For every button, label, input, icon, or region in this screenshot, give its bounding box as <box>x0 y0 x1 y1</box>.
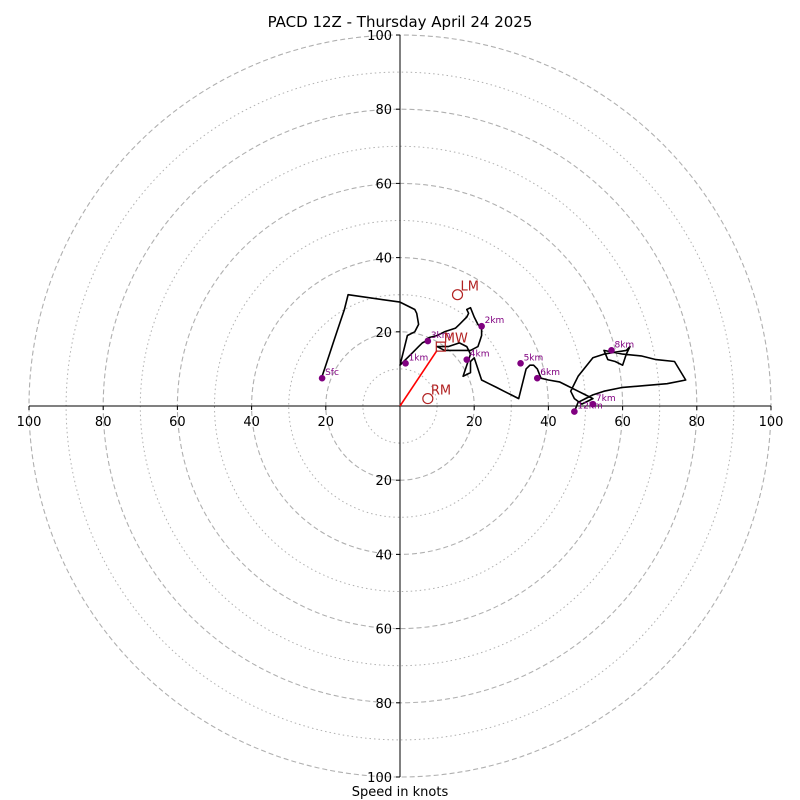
height-label-2km: 2km <box>485 316 505 326</box>
height-marker-6km <box>533 374 541 382</box>
height-label-Sfc: Sfc <box>325 368 339 378</box>
storm-motion-marker-RM <box>422 392 434 405</box>
storm-motion-label-RM: RM <box>431 384 451 399</box>
y-tick-label: 20 <box>375 474 392 489</box>
height-label-3km: 3km <box>431 331 451 341</box>
x-tick-label: 40 <box>540 415 557 430</box>
height-label-8km: 8km <box>614 340 634 350</box>
y-tick-label: 100 <box>367 771 392 786</box>
height-marker-1km <box>402 360 409 367</box>
x-tick-label: 40 <box>243 415 260 430</box>
height-marker-5km <box>517 360 524 367</box>
x-axis-label: Speed in knots <box>352 785 449 800</box>
y-tick-label: 80 <box>375 103 392 118</box>
height-marker-4km <box>463 356 471 363</box>
x-tick-label: 100 <box>759 415 784 430</box>
y-tick-label: 40 <box>375 252 392 267</box>
y-tick-label: 100 <box>367 29 392 44</box>
height-marker-2km <box>478 322 485 330</box>
height-label-7km: 7km <box>596 394 616 404</box>
storm-motion-markers: LM MW RM <box>422 280 479 405</box>
height-markers: Sfc 1km 2km 3km 4km 5km 6km 7km 8km 12km <box>318 316 634 415</box>
height-label-12km: 12km <box>577 402 602 412</box>
chart-title: PACD 12Z - Thursday April 24 2025 <box>268 13 533 31</box>
storm-motion-label-LM: LM <box>461 280 479 295</box>
y-tick-label: 80 <box>375 697 392 712</box>
height-marker-12km <box>571 408 578 415</box>
x-tick-label: 80 <box>95 415 112 430</box>
height-label-6km: 6km <box>540 368 560 378</box>
storm-motion-marker-LM <box>451 289 464 301</box>
y-tick-labels: 100 80 60 40 20 20 40 60 80 100 <box>367 29 400 786</box>
y-tick-label: 60 <box>375 177 392 192</box>
x-tick-label: 20 <box>466 415 483 430</box>
y-tick-label: 40 <box>375 548 392 563</box>
height-label-5km: 5km <box>524 353 544 363</box>
shear-vector <box>399 349 438 407</box>
x-tick-label: 20 <box>318 415 335 430</box>
storm-motion-label-MW: MW <box>444 332 468 347</box>
height-marker-8km <box>608 347 615 354</box>
x-tick-label: 80 <box>689 415 706 430</box>
height-marker-7km <box>589 400 597 408</box>
height-label-4km: 4km <box>470 350 490 360</box>
mean-wind-marker <box>435 341 446 352</box>
y-tick-label: 20 <box>375 326 392 341</box>
x-tick-labels: 100 80 60 40 20 20 40 60 80 100 <box>17 406 784 430</box>
x-tick-label: 60 <box>169 415 186 430</box>
height-marker-Sfc <box>318 374 326 382</box>
x-tick-label: 60 <box>614 415 631 430</box>
height-marker-3km <box>424 337 432 345</box>
hodograph-trace <box>321 293 687 412</box>
height-label-1km: 1km <box>409 353 429 363</box>
y-tick-label: 60 <box>375 623 392 638</box>
x-tick-label: 100 <box>17 415 42 430</box>
